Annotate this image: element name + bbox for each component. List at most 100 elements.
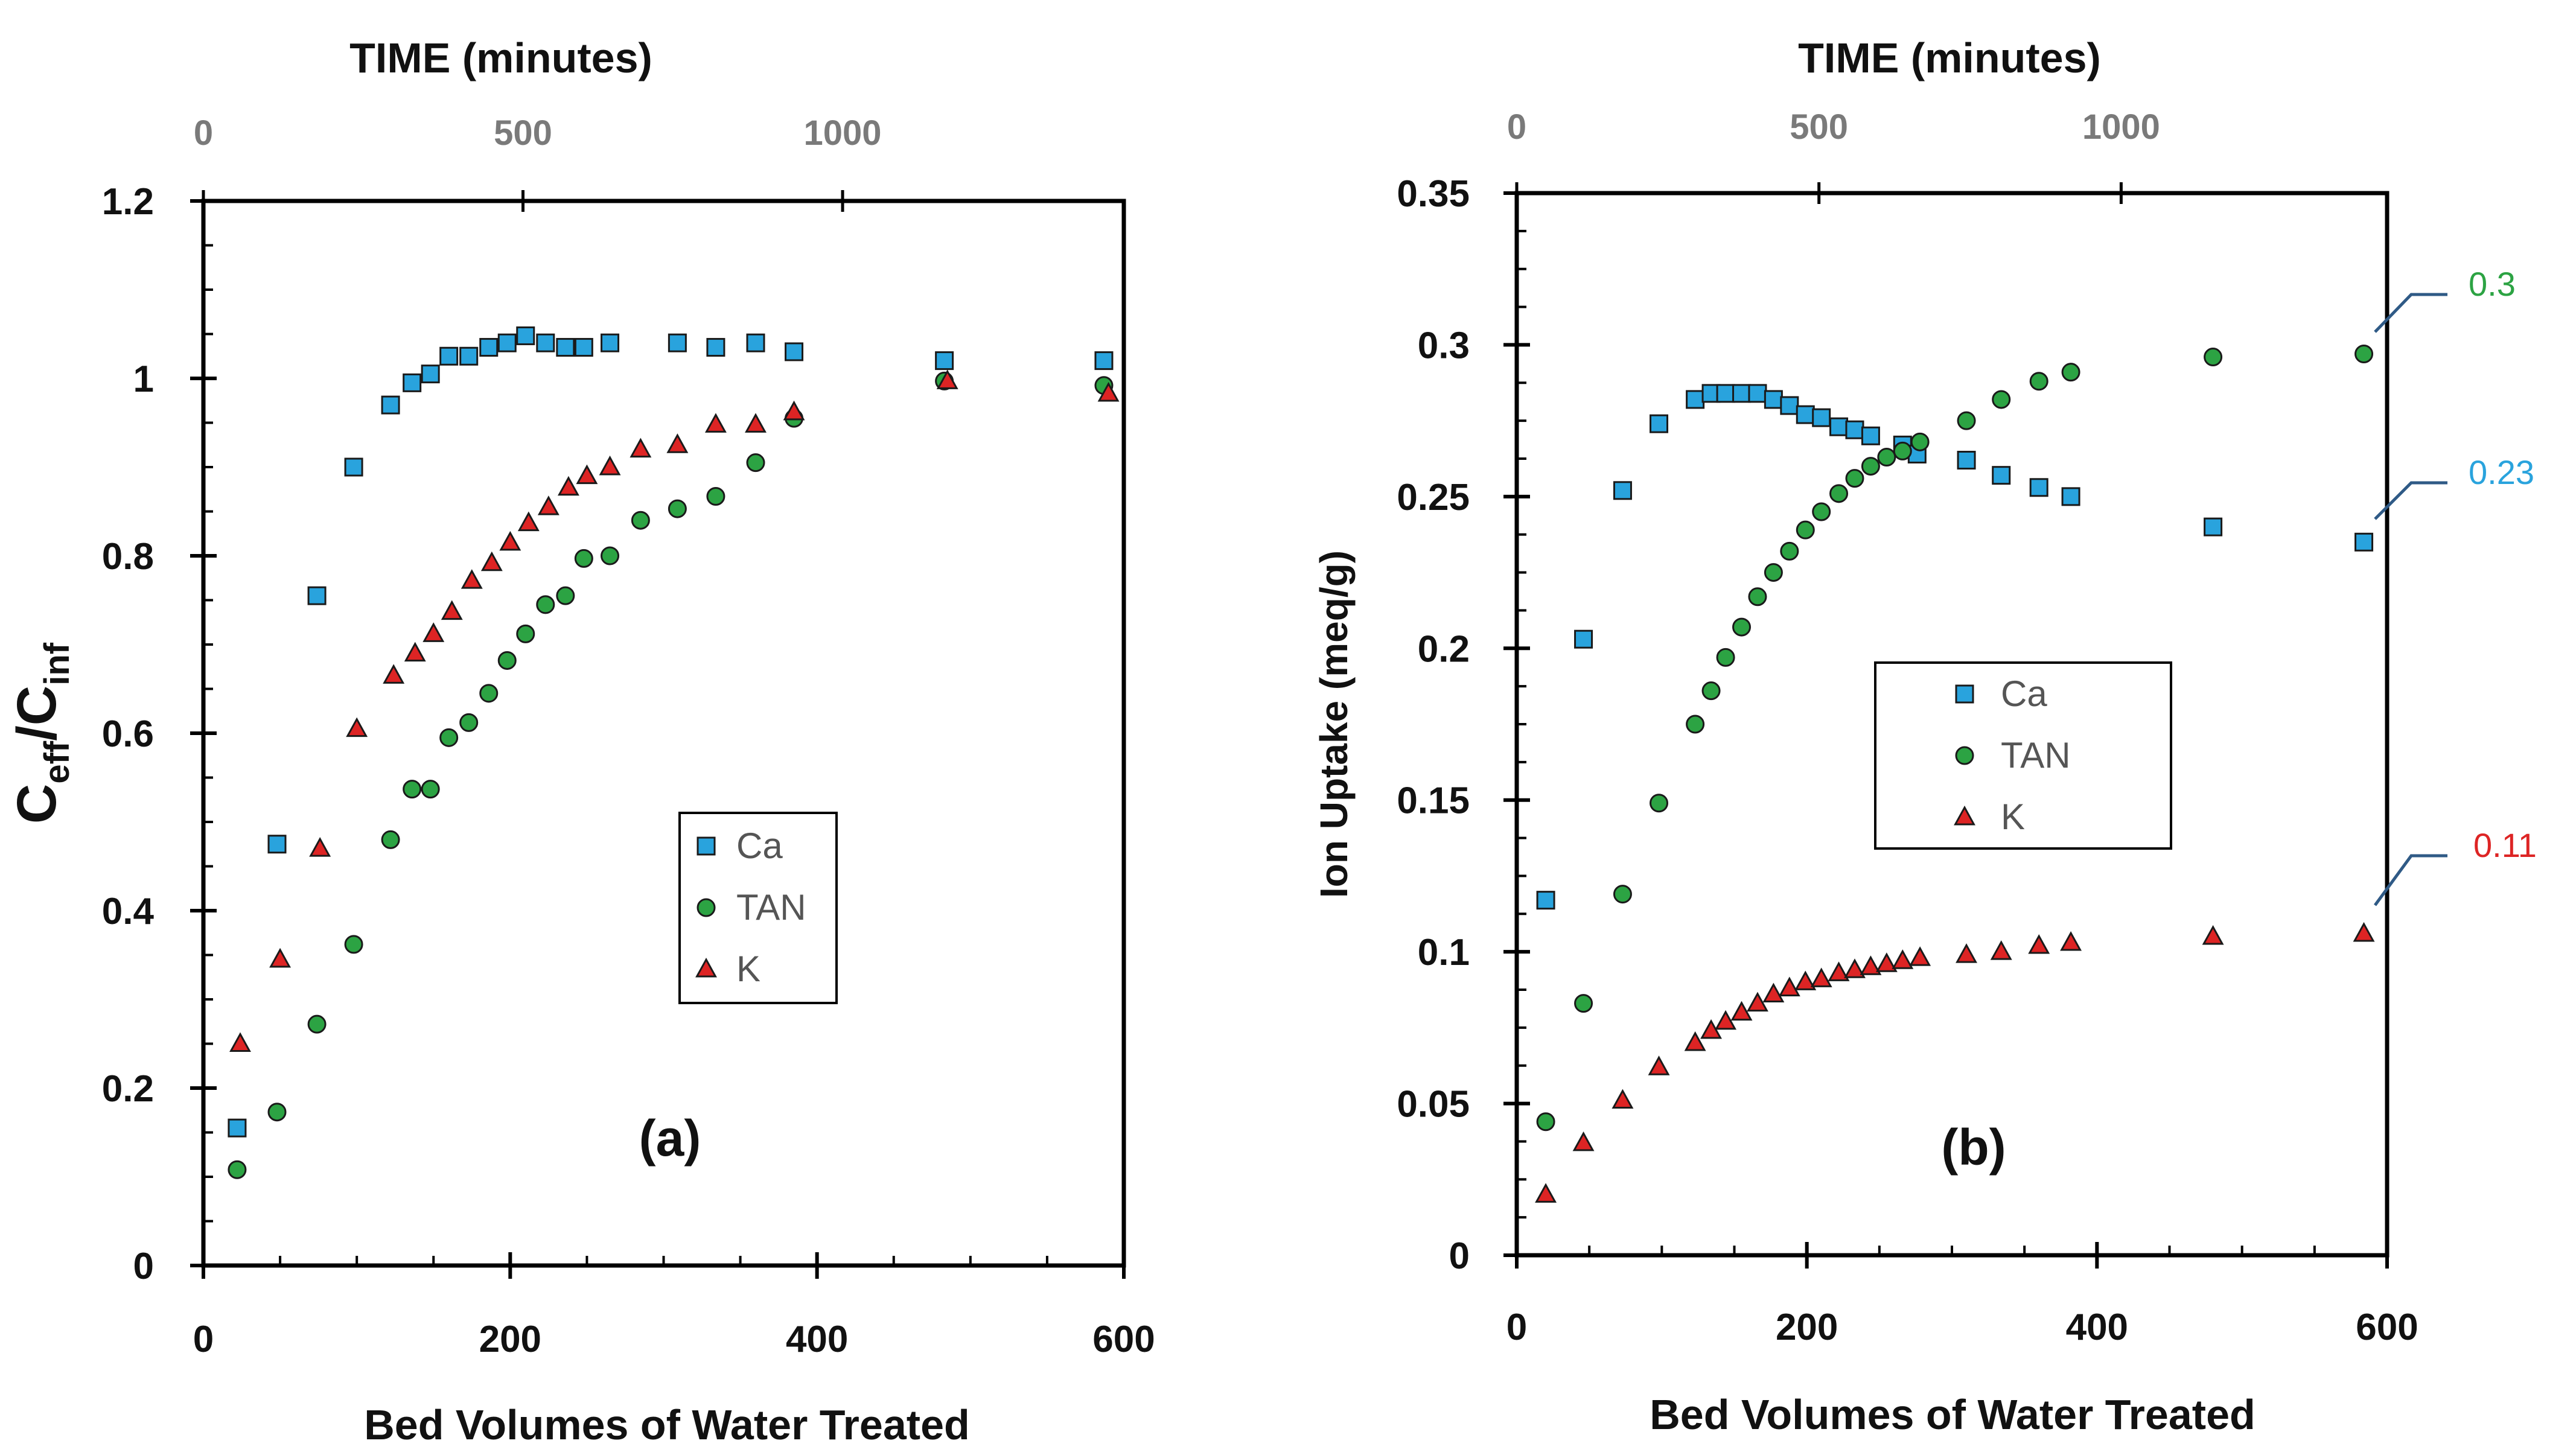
point-k	[666, 433, 689, 453]
x-tick-label: 600	[2356, 1307, 2418, 1348]
point-tan	[1764, 563, 1783, 582]
point-ca	[1650, 414, 1669, 433]
point-ca	[668, 333, 687, 352]
point-tan	[1780, 541, 1799, 561]
point-tan	[1748, 587, 1767, 607]
point-k	[936, 369, 958, 389]
annotation-k: 0.11	[2473, 826, 2537, 864]
panel-b-y-ticks: 0 0.05 0.1 0.15 0.2 0.25 0.3 0.35	[1397, 173, 1530, 1277]
y-tick-label: 0.4	[102, 891, 155, 932]
point-k	[422, 622, 445, 642]
y-tick-label: 0	[1449, 1235, 1470, 1277]
point-tan	[1701, 681, 1721, 701]
panel-b-legend-ca: Ca	[2001, 673, 2047, 714]
legend-marker-tan	[1955, 746, 1974, 765]
point-ca	[1686, 390, 1705, 409]
x-tick-label: 200	[479, 1319, 541, 1360]
panel-a-plot-frame	[201, 199, 1126, 1268]
point-tan	[556, 586, 575, 605]
panel-b-chart: TIME (minutes) 0 500 1000 00.050.10.150.20…	[1312, 34, 2537, 1438]
point-ca	[746, 333, 765, 352]
point-k	[1572, 1131, 1595, 1151]
y-tick-label: 0.3	[1418, 325, 1470, 366]
panel-b-top-ticks: 0 500 1000	[1507, 107, 2160, 204]
point-ca	[381, 395, 400, 415]
point-k	[1097, 381, 1120, 402]
point-ca	[1829, 417, 1849, 436]
point-k	[2060, 931, 2082, 951]
legend-marker-ca	[1955, 684, 1974, 704]
point-tan	[746, 453, 765, 473]
point-ca	[439, 346, 459, 366]
panel-b-legend-tan: TAN	[2001, 735, 2071, 775]
point-k	[2202, 925, 2224, 945]
point-k	[1810, 967, 1832, 987]
legend-marker-k	[695, 957, 717, 978]
point-k	[404, 642, 426, 662]
point-ca	[2029, 478, 2048, 497]
point-ca	[1748, 384, 1767, 403]
panel-a-top-ticks: 0 500 1000	[194, 113, 882, 212]
y-tick-label: 0.15	[1397, 780, 1470, 822]
point-tan	[421, 780, 440, 799]
panel-a-y-axis-title: Ceff/Cinf	[6, 642, 77, 824]
point-tan	[574, 549, 593, 568]
point-ca	[2204, 517, 2223, 536]
annotation-leader-k	[2373, 854, 2447, 906]
point-tan	[1957, 411, 1976, 430]
panel-b-legend-markers	[1954, 684, 1975, 826]
point-ca	[935, 351, 954, 371]
annotation-ca: 0.23	[2469, 453, 2534, 491]
top-tick-label: 0	[1507, 107, 1526, 147]
point-tan	[2029, 372, 2048, 391]
point-k	[557, 476, 579, 496]
point-k	[1892, 949, 1914, 969]
point-tan	[344, 935, 363, 954]
point-k	[1860, 955, 1882, 975]
top-tick-label: 500	[494, 113, 552, 153]
point-ca	[1732, 384, 1752, 403]
point-tan	[1893, 441, 1912, 460]
point-tan	[1613, 885, 1632, 904]
point-k	[1762, 982, 1785, 1003]
point-tan	[706, 487, 725, 506]
point-k	[346, 717, 368, 737]
point-tan	[1536, 1112, 1555, 1132]
point-k	[1794, 970, 1817, 990]
point-ca	[228, 1118, 247, 1138]
point-tan	[1686, 715, 1705, 734]
point-tan	[381, 830, 400, 849]
point-ca	[1613, 481, 1632, 500]
x-tick-label: 400	[786, 1319, 848, 1360]
y-tick-label: 0.05	[1397, 1084, 1470, 1125]
point-tan	[1812, 502, 1831, 521]
point-tan	[1650, 794, 1669, 813]
y-tick-label: 0.2	[102, 1068, 154, 1110]
point-ca	[1992, 466, 2011, 485]
point-tan	[1732, 617, 1752, 637]
panel-b-legend-k: K	[2001, 797, 2025, 837]
point-k	[1535, 1183, 1557, 1203]
point-k	[630, 438, 652, 458]
point-ca	[479, 338, 499, 357]
point-tan	[1861, 457, 1880, 476]
top-tick-label: 1000	[804, 113, 882, 153]
point-ca	[2061, 487, 2080, 506]
x-tick-label: 200	[1776, 1307, 1838, 1348]
point-tan	[1716, 648, 1735, 667]
point-ca	[307, 586, 327, 605]
point-k	[1684, 1031, 1706, 1051]
point-k	[2353, 922, 2375, 942]
panel-a-legend-markers	[695, 836, 717, 978]
top-tick-label: 1000	[2082, 107, 2160, 147]
panel-b-y-axis-title: Ion Uptake (meq/g)	[1312, 550, 1356, 898]
point-k	[480, 551, 503, 571]
point-ca	[344, 457, 363, 477]
point-k	[383, 664, 405, 684]
point-ca	[403, 373, 422, 392]
point-k	[1909, 946, 1931, 966]
point-tan	[2204, 348, 2223, 367]
x-tick-label: 0	[193, 1319, 214, 1360]
point-ca	[2354, 532, 2374, 552]
panel-a-y-ticks: 0 0.2 0.4 0.6 0.8 1 1.2	[102, 181, 217, 1287]
